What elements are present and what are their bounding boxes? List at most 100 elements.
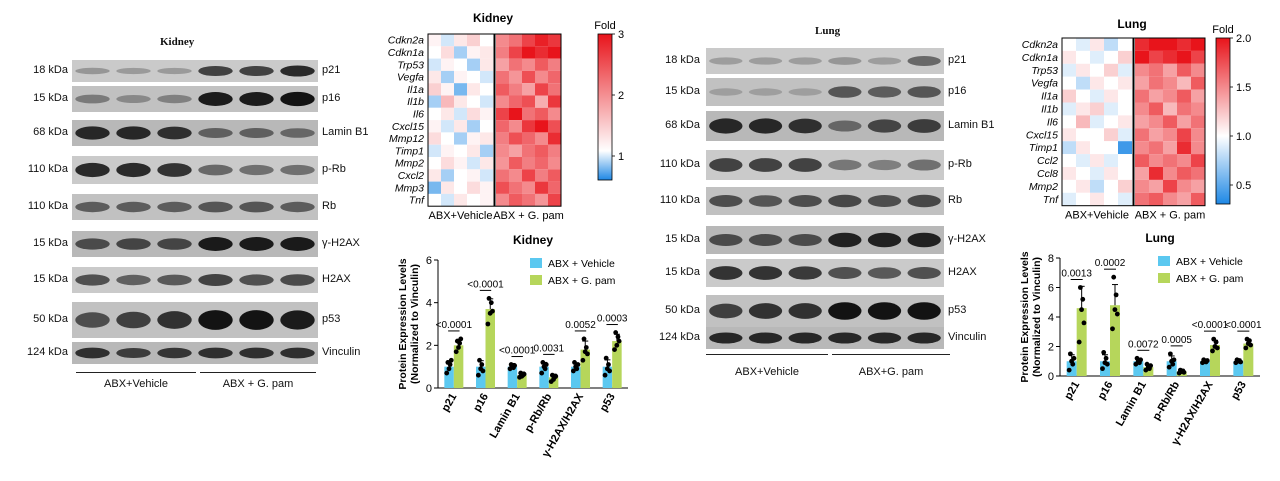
data-point — [581, 336, 587, 342]
blot-band — [239, 127, 274, 139]
data-point — [1204, 358, 1210, 363]
heatmap-cell — [467, 107, 480, 121]
p-value-label: 0.0005 — [1161, 335, 1192, 346]
kda-label: 15 kDa — [33, 92, 68, 104]
data-point — [447, 362, 453, 367]
heatmap-cell — [522, 95, 535, 108]
kda-label: 110 kDa — [27, 200, 68, 212]
heatmap-cell — [522, 83, 535, 96]
blot-band — [709, 303, 743, 319]
heatmap-cell — [1118, 179, 1132, 193]
heatmap-cell — [548, 193, 561, 207]
kda-label: 50 kDa — [665, 304, 700, 316]
heatmap-cell — [1177, 179, 1191, 193]
gene-label: Cdkn2a — [1022, 39, 1058, 51]
heatmap-cell — [496, 169, 509, 182]
blot-band — [75, 201, 110, 213]
data-point — [1101, 350, 1107, 355]
blot-band — [867, 57, 902, 65]
data-point — [490, 308, 495, 314]
y-tick-label: 2 — [426, 340, 432, 352]
data-point — [603, 355, 609, 361]
legend-label: ABX + Vehicle — [1176, 256, 1243, 268]
blot-band — [828, 266, 862, 280]
blot-band — [239, 274, 274, 286]
blot-band — [157, 311, 192, 329]
heatmap-cell — [454, 193, 467, 207]
heatmap-cell — [496, 107, 509, 121]
heatmap-cell — [428, 95, 441, 108]
blot-strip — [72, 156, 318, 184]
heatmap-cell — [1062, 141, 1076, 155]
heatmap-cell — [1076, 141, 1090, 155]
heatmap-cell — [1149, 63, 1163, 77]
colorbar-tick: 1.5 — [1236, 82, 1251, 94]
heatmap-cell — [1104, 63, 1118, 77]
x-tick-label: p21 — [440, 392, 460, 414]
bar-vehicle — [571, 366, 581, 388]
blot-band — [828, 159, 862, 171]
x-tick-label: p-Rb/Rb — [1150, 379, 1182, 422]
blot-band — [828, 302, 862, 320]
blot-band — [907, 159, 941, 171]
heatmap-cell — [467, 95, 480, 108]
blot-band — [157, 94, 192, 104]
heatmap-cell — [548, 169, 561, 182]
blot-band — [828, 120, 862, 132]
data-point — [1067, 351, 1073, 357]
y-tick-label: 6 — [1048, 283, 1054, 295]
heatmap-cell — [441, 169, 454, 182]
data-point — [458, 336, 464, 342]
data-point — [488, 300, 494, 306]
data-point — [448, 357, 454, 363]
bar-gpam — [1110, 305, 1120, 376]
y-tick-label: 4 — [426, 298, 432, 310]
blot-strip — [706, 226, 944, 254]
heatmap-cell — [509, 132, 522, 145]
blot-band — [709, 233, 743, 247]
x-tick-label: p16 — [1096, 380, 1116, 402]
heatmap-cell — [535, 70, 548, 84]
heatmap-cell — [1149, 154, 1163, 167]
blot-strip — [72, 267, 318, 293]
heatmap-cell — [454, 58, 467, 71]
heatmap-cell — [1062, 179, 1076, 193]
kda-label: 15 kDa — [665, 233, 700, 245]
blot-strip — [706, 111, 944, 141]
heatmap-cell — [467, 181, 480, 194]
blot-band — [198, 201, 233, 213]
heatmap-cell — [1177, 128, 1191, 142]
kda-label: 15 kDa — [665, 85, 700, 97]
heatmap-cell — [1149, 38, 1163, 51]
data-point — [570, 368, 576, 374]
y-tick-label: 8 — [1048, 253, 1054, 265]
heatmap-cell — [509, 144, 522, 157]
blot-band — [709, 332, 743, 344]
heatmap-cell — [1191, 141, 1205, 155]
blot-band — [239, 201, 274, 213]
protein-label: p53 — [948, 304, 967, 316]
data-point — [1166, 364, 1172, 370]
protein-label: p53 — [322, 313, 341, 325]
heatmap-cell — [428, 58, 441, 71]
heatmap-cell — [428, 70, 441, 84]
heatmap-cell — [1163, 128, 1177, 142]
heatmap-cell — [480, 58, 493, 71]
p-value-label: <0.0001 — [499, 346, 536, 357]
heatmap-cell — [428, 120, 441, 133]
heatmap-cell — [428, 34, 441, 47]
protein-label: p21 — [322, 64, 341, 76]
heatmap-cell — [467, 120, 480, 133]
heatmap-cell — [509, 83, 522, 96]
blot-band — [116, 201, 151, 213]
heatmap-cell — [1076, 63, 1090, 77]
heatmap-cell — [1118, 50, 1132, 64]
colorbar-tick: 3 — [618, 29, 624, 41]
blot-band — [828, 86, 862, 98]
data-point — [1103, 355, 1109, 361]
heatmap-cell — [428, 169, 441, 182]
heatmap-cell — [1104, 89, 1118, 103]
heatmap-cell — [1191, 167, 1205, 180]
heatmap-cell — [1191, 179, 1205, 193]
blot-strip — [72, 231, 318, 257]
